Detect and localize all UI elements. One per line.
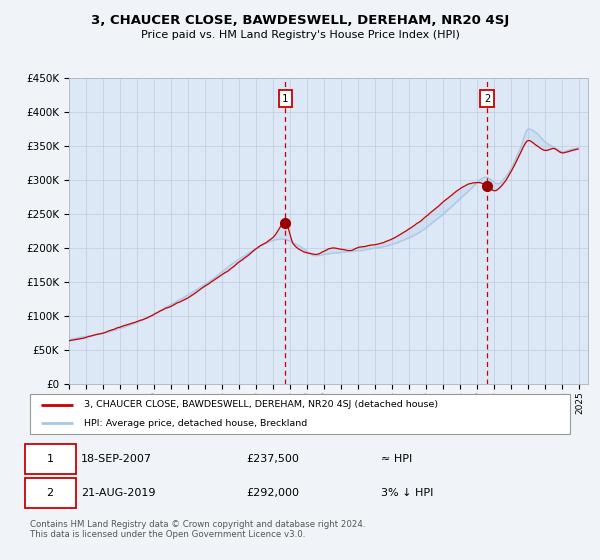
Text: Contains HM Land Registry data © Crown copyright and database right 2024.
This d: Contains HM Land Registry data © Crown c… [30,520,365,539]
Text: 1: 1 [46,454,53,464]
Text: £292,000: £292,000 [246,488,299,498]
Text: 2: 2 [46,488,53,498]
Text: 2: 2 [484,94,490,104]
Text: 3% ↓ HPI: 3% ↓ HPI [381,488,433,498]
Text: 18-SEP-2007: 18-SEP-2007 [82,454,152,464]
FancyBboxPatch shape [25,478,76,508]
Text: 1: 1 [282,94,289,104]
Text: 3, CHAUCER CLOSE, BAWDESWELL, DEREHAM, NR20 4SJ: 3, CHAUCER CLOSE, BAWDESWELL, DEREHAM, N… [91,14,509,27]
Text: 21-AUG-2019: 21-AUG-2019 [82,488,156,498]
Text: ≈ HPI: ≈ HPI [381,454,412,464]
Text: 3, CHAUCER CLOSE, BAWDESWELL, DEREHAM, NR20 4SJ (detached house): 3, CHAUCER CLOSE, BAWDESWELL, DEREHAM, N… [84,400,438,409]
FancyBboxPatch shape [30,394,570,434]
Text: Price paid vs. HM Land Registry's House Price Index (HPI): Price paid vs. HM Land Registry's House … [140,30,460,40]
Text: £237,500: £237,500 [246,454,299,464]
Text: HPI: Average price, detached house, Breckland: HPI: Average price, detached house, Brec… [84,419,307,428]
FancyBboxPatch shape [25,444,76,474]
